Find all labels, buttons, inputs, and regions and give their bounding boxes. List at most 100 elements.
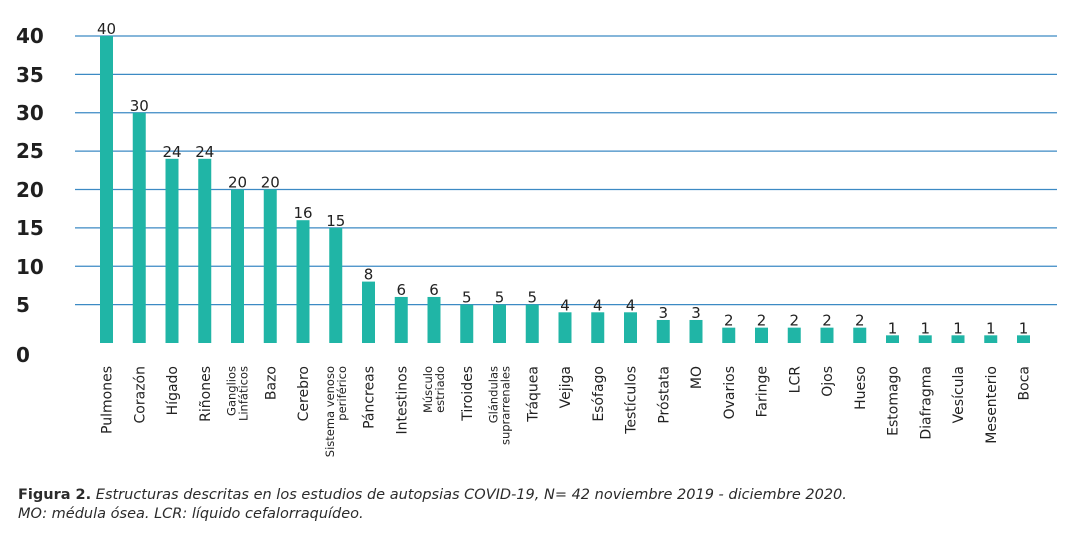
value-labels: 40 30 24 24 20 20 16 15 8 6 6 5 5 5 4 4 4 3 3 2 2 2 2 2 1 1 1 1 1 bbox=[97, 20, 1028, 337]
bar bbox=[918, 335, 932, 343]
caption-figure-label: Figura 2. bbox=[18, 487, 92, 503]
bar-value-label: 5 bbox=[495, 289, 505, 307]
y-axis: 0 5 10 15 20 25 30 35 40 bbox=[16, 24, 44, 367]
bar bbox=[132, 112, 146, 343]
x-tick-label-text: Vejiga bbox=[558, 366, 574, 408]
x-tick-label-text: Bazo bbox=[263, 366, 279, 400]
bar-value-label: 2 bbox=[855, 312, 865, 330]
bar-value-label: 2 bbox=[789, 312, 799, 330]
x-tick-label: Hueso bbox=[853, 366, 869, 410]
x-tick-label-text: Diafragma bbox=[918, 366, 934, 440]
bar-value-label: 20 bbox=[261, 174, 280, 192]
x-tick-label: Testículos bbox=[624, 366, 640, 435]
x-tick-label-text: Ovarios bbox=[722, 366, 738, 419]
bar bbox=[820, 327, 834, 343]
bar-value-label: 1 bbox=[920, 319, 930, 337]
bar-value-label: 6 bbox=[396, 281, 406, 299]
x-tick-label-text: Hígado bbox=[165, 366, 181, 415]
x-tick-label-text: LCR bbox=[787, 366, 803, 394]
bar-value-label: 1 bbox=[888, 319, 898, 337]
bar-value-label: 1 bbox=[986, 319, 996, 337]
x-tick-label: Mesenterio bbox=[984, 366, 1000, 444]
x-tick-label: Corazón bbox=[132, 366, 148, 423]
bar bbox=[100, 36, 113, 343]
bar bbox=[165, 158, 179, 343]
x-tick-label-text: Mesenterio bbox=[984, 366, 1000, 444]
bar bbox=[624, 312, 637, 343]
bar-value-label: 16 bbox=[293, 204, 312, 222]
x-tick-label-text: Hueso bbox=[853, 366, 869, 410]
bar bbox=[656, 319, 670, 343]
x-tick-label-text: Ganglios bbox=[225, 366, 239, 416]
x-tick-label: Riñones bbox=[198, 366, 214, 422]
grid-lines bbox=[75, 35, 1057, 306]
x-tick-label-text: Páncreas bbox=[362, 366, 378, 429]
y-tick-label: 20 bbox=[16, 178, 44, 202]
x-tick-label-text: Vesícula bbox=[951, 366, 967, 423]
x-tick-label: Páncreas bbox=[362, 366, 378, 429]
y-tick-label: 30 bbox=[16, 101, 44, 125]
bar bbox=[394, 296, 408, 343]
bar bbox=[329, 227, 343, 343]
bar-value-label: 8 bbox=[364, 266, 374, 284]
x-tick-label: LCR bbox=[787, 366, 803, 394]
x-tick-label: Ojos bbox=[820, 366, 836, 397]
bar bbox=[198, 158, 212, 343]
y-tick-label: 15 bbox=[16, 216, 44, 240]
bar bbox=[525, 304, 539, 343]
bar bbox=[231, 189, 244, 343]
x-tick-label: Ovarios bbox=[722, 366, 738, 419]
bar-value-label: 5 bbox=[462, 289, 472, 307]
x-tick-label-text: Riñones bbox=[198, 366, 214, 422]
bar-value-label: 40 bbox=[97, 20, 116, 38]
x-tick-label-text: Músculo bbox=[421, 366, 435, 413]
y-tick-label: 5 bbox=[16, 293, 30, 317]
bar-value-label: 24 bbox=[162, 143, 181, 161]
bar bbox=[951, 335, 965, 343]
bar bbox=[689, 319, 703, 343]
x-tick-label: Diafragma bbox=[918, 366, 934, 440]
caption-line-2: MO: médula ósea. LCR: líquido cefalorraq… bbox=[18, 506, 364, 522]
bar bbox=[427, 296, 441, 343]
bar bbox=[984, 335, 998, 343]
bar-value-label: 30 bbox=[130, 97, 149, 115]
bar bbox=[263, 189, 277, 343]
x-tick-label: Intestinos bbox=[394, 366, 410, 435]
x-tick-label-text: Intestinos bbox=[394, 366, 410, 435]
x-tick-label: Esófago bbox=[591, 366, 607, 422]
x-tick-label: Tiroides bbox=[460, 366, 476, 422]
x-tick-label: Tráquea bbox=[525, 366, 541, 423]
bar bbox=[722, 327, 736, 343]
y-tick-label: 40 bbox=[16, 24, 44, 48]
bar bbox=[493, 304, 506, 343]
x-tick-label: MO bbox=[689, 366, 705, 389]
x-tick-label-text: Ojos bbox=[820, 366, 836, 397]
x-tick-label-text: Tráquea bbox=[525, 366, 541, 423]
bar-value-label: 4 bbox=[560, 296, 570, 314]
x-tick-label-text: Corazón bbox=[132, 366, 148, 423]
x-tick-label: Próstata bbox=[656, 366, 672, 424]
y-tick-label: 0 bbox=[16, 343, 30, 367]
bar bbox=[1017, 335, 1030, 343]
x-tick-label-text: Sistema venoso bbox=[323, 366, 337, 457]
x-tick-label-text: Estomago bbox=[886, 366, 902, 436]
bar bbox=[558, 312, 572, 343]
bar bbox=[787, 327, 801, 343]
x-tick-label-text: Tiroides bbox=[460, 366, 476, 422]
y-tick-label: 10 bbox=[16, 255, 44, 279]
bar-value-label: 6 bbox=[429, 281, 439, 299]
bar-value-label: 24 bbox=[195, 143, 214, 161]
bar-value-label: 15 bbox=[326, 212, 345, 230]
bar-value-label: 1 bbox=[953, 319, 963, 337]
x-tick-label-text: Linfáticos bbox=[237, 366, 251, 421]
bar bbox=[853, 327, 867, 343]
bar-value-label: 4 bbox=[593, 296, 603, 314]
bar bbox=[591, 312, 605, 343]
x-tick-label: Vesícula bbox=[951, 366, 967, 423]
x-tick-label: Vejiga bbox=[558, 366, 574, 408]
bar-value-label: 20 bbox=[228, 174, 247, 192]
category-labels: Pulmones Corazón Hígado Riñones GangliosLinf… bbox=[100, 366, 1033, 457]
bars bbox=[100, 36, 1030, 343]
